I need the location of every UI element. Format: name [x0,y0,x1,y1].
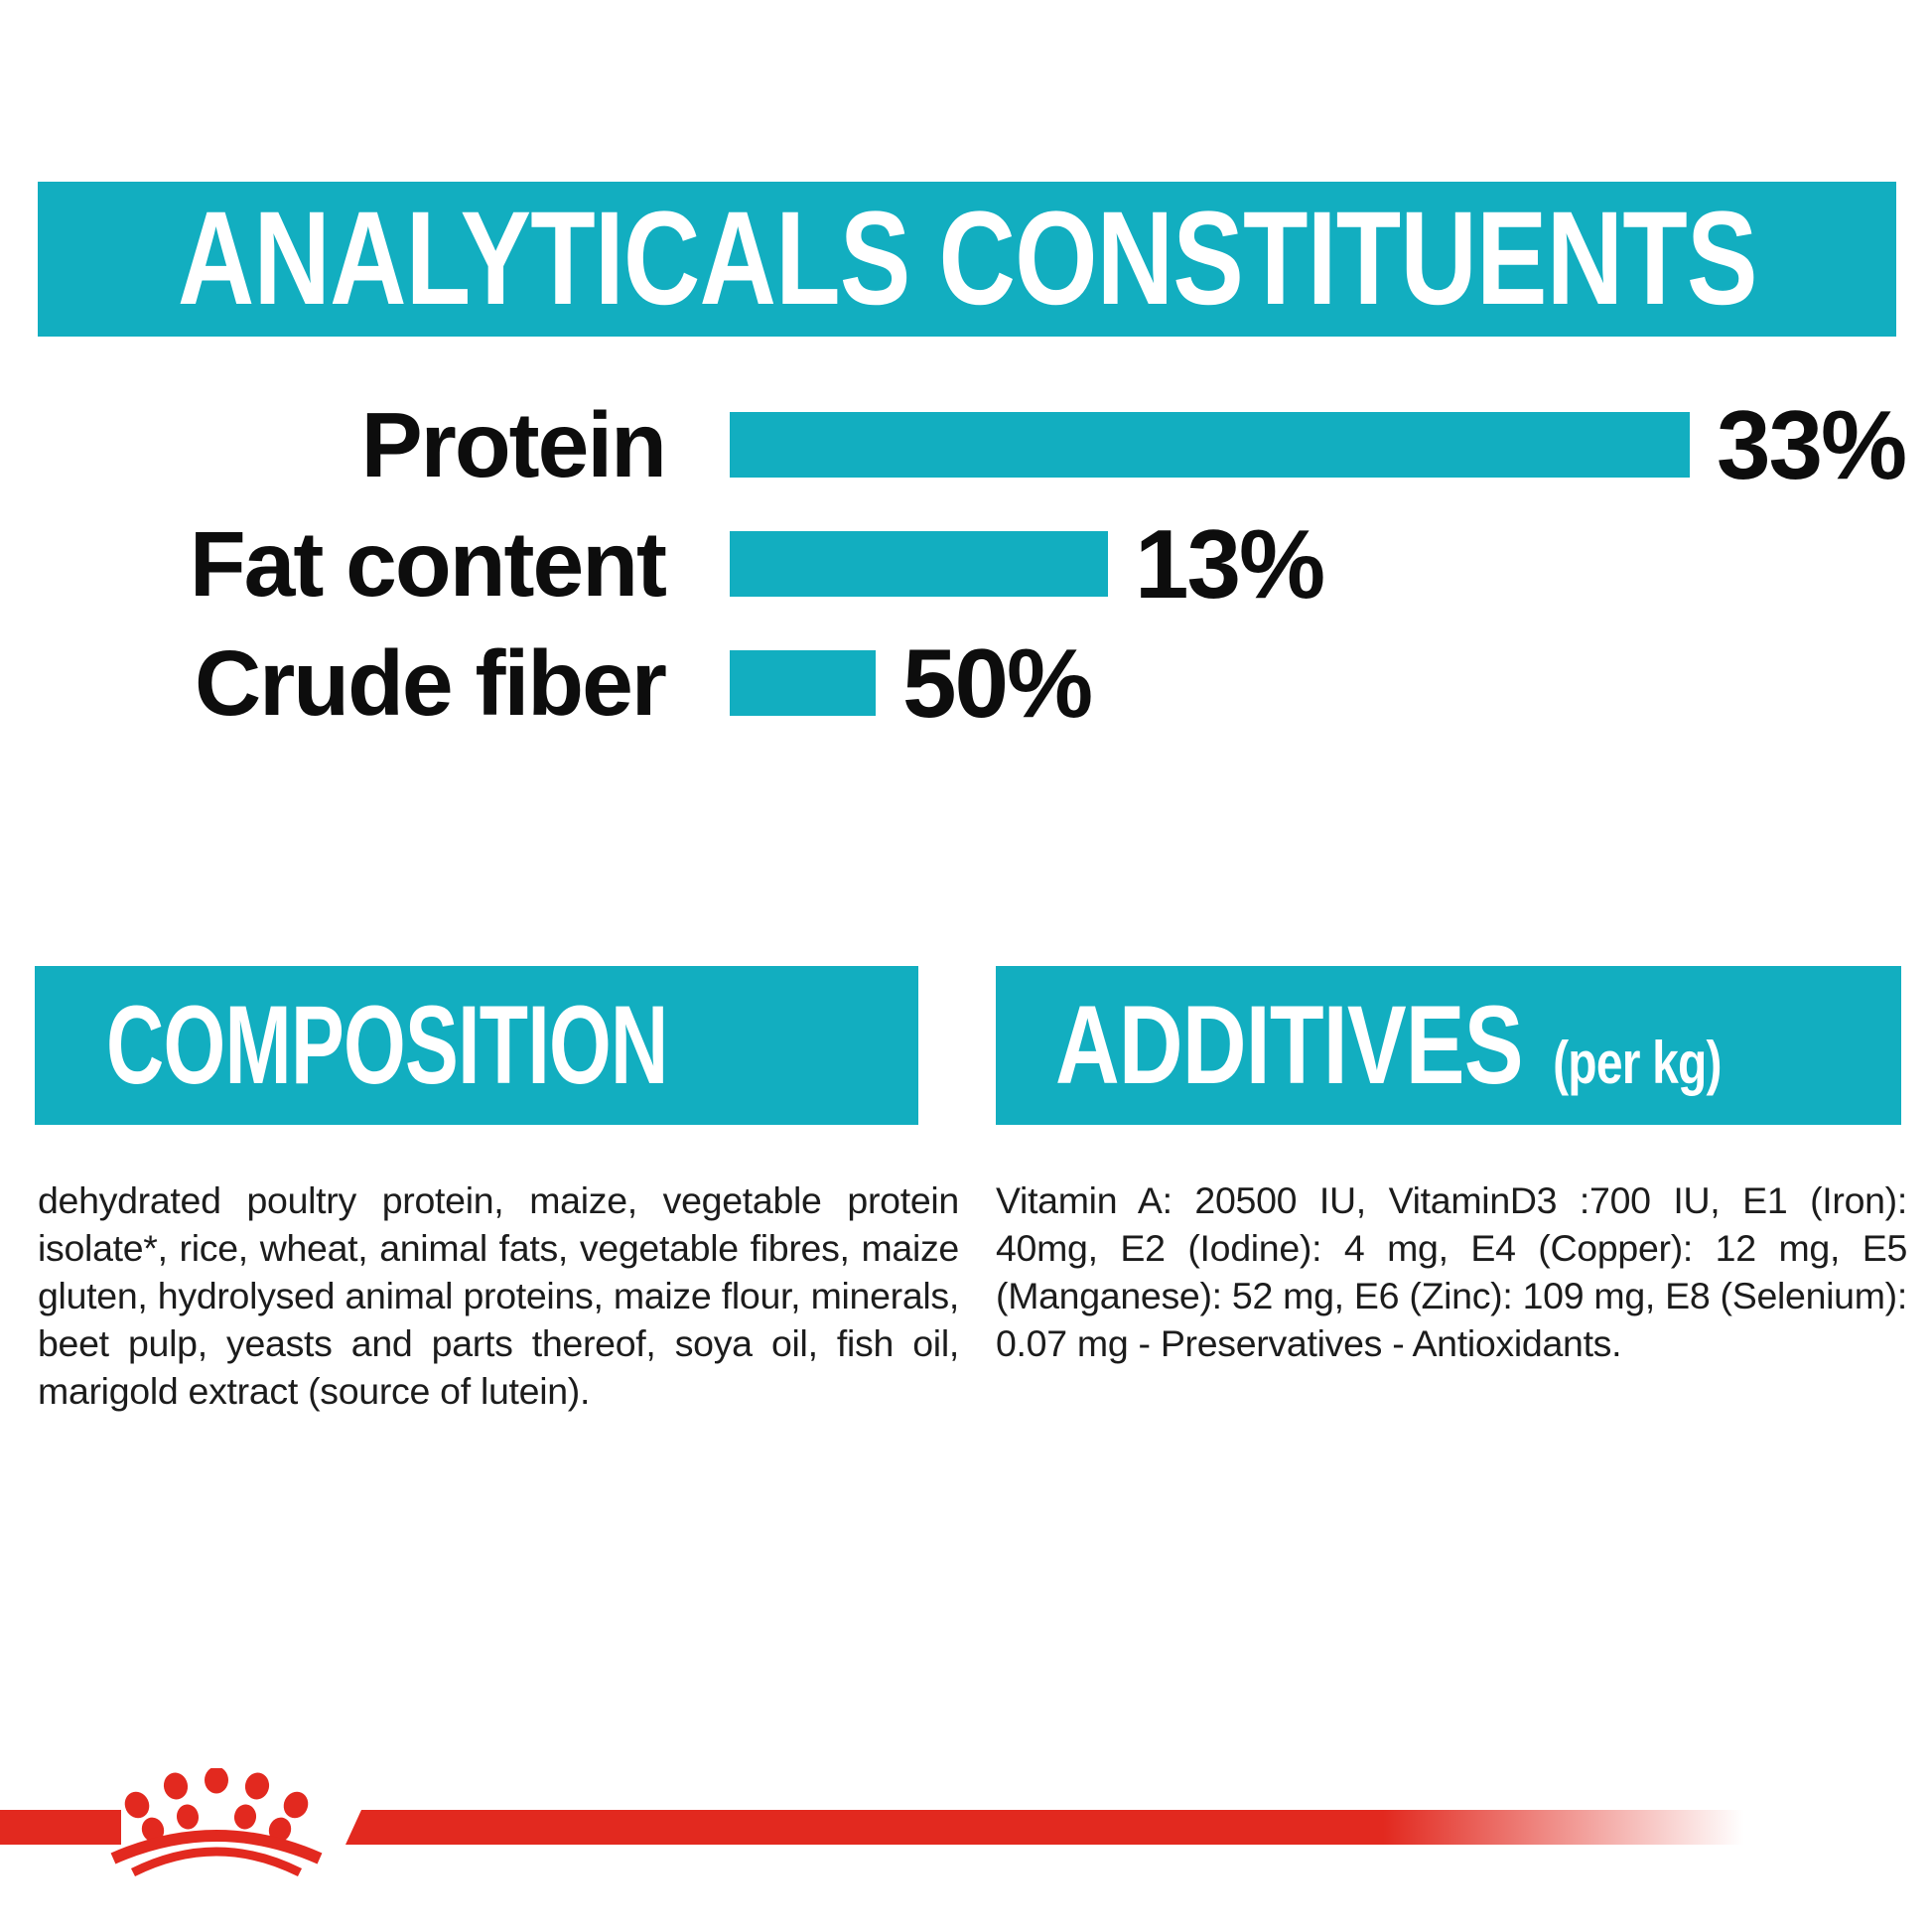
constituent-row: Crude fiber 50% [0,628,1093,738]
constituents-bar-chart: Protein 33% Fat content 13% Crude fiber 50% [0,0,1932,774]
additives-per-kg-label: (per kg) [1553,1030,1722,1096]
composition-header-band: COMPOSITION [35,966,918,1125]
constituent-value: 13% [1135,508,1325,619]
composition-text: dehydrated poultry protein, maize, veget… [38,1178,959,1412]
constituent-label: Crude fiber [194,630,667,735]
constituent-row: Protein 33% [0,390,1908,499]
constituent-label: Protein [360,392,667,496]
additives-header-band: ADDITIVES (per kg) [996,966,1901,1125]
additives-title: ADDITIVES [1055,983,1524,1107]
constituent-row: Fat content 13% [0,509,1325,619]
composition-title: COMPOSITION [106,983,668,1107]
constituent-bar [730,531,1108,597]
red-stripe-right [345,1810,1787,1845]
analyticals-title: ANALYTICALS CONSTITUENTS [177,185,1758,333]
royal-canin-crown-logo [110,1768,323,1877]
additives-text: Vitamin A: 20500 IU, VitaminD3 :700 IU, … [996,1178,1907,1364]
red-stripe-left [0,1810,121,1845]
additives-header-line: ADDITIVES (per kg) [1055,983,1723,1107]
constituent-bar [730,412,1690,478]
constituent-value: 50% [902,627,1093,738]
analyticals-header-band: ANALYTICALS CONSTITUENTS [38,182,1896,337]
constituent-bar [730,650,876,716]
constituent-label: Fat content [189,511,667,616]
constituent-value: 33% [1717,389,1907,499]
